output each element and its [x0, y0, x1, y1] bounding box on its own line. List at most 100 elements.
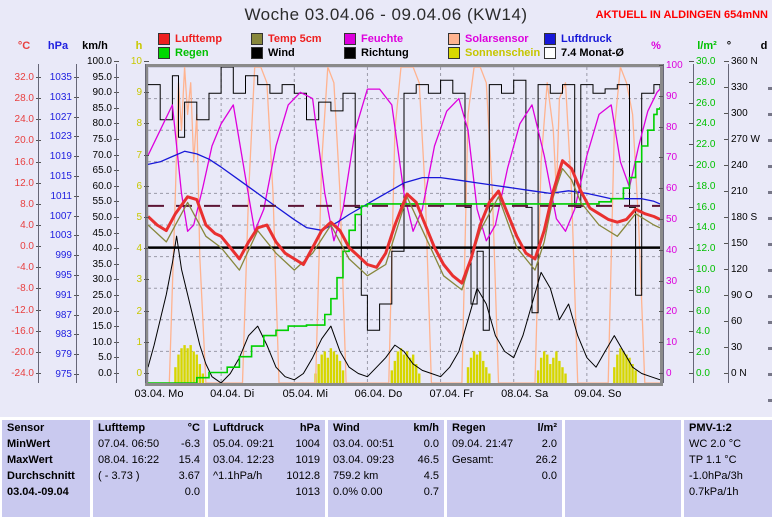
series-feuchte: [148, 88, 660, 242]
series-sonnenschein-bar: [475, 354, 479, 383]
series-sonnenschein-bar: [183, 345, 186, 383]
axis-tick-label: 979: [40, 350, 79, 360]
axis-tick-label: 3: [126, 275, 149, 285]
axis-tick-label: 30: [724, 343, 767, 353]
legend-item: Regen: [158, 47, 209, 59]
legend-label: Wind: [268, 47, 295, 59]
series-sonnenschein-bar: [408, 357, 412, 383]
axis-tick-label: 7: [126, 150, 149, 161]
series-sonnenschein-bar: [619, 348, 622, 383]
series-sonnenschein-bar: [174, 367, 177, 383]
table-cell: 759.2 km 4.5: [333, 468, 439, 484]
table-cell-value: 1004: [295, 438, 320, 450]
axis-tick-label: 28.0: [4, 94, 41, 104]
axis-tick-label: 60.0: [76, 181, 119, 192]
legend-label: Regen: [175, 47, 209, 59]
axis-tick-label: 0.0: [689, 368, 724, 379]
series-sonnenschein-bar: [405, 351, 409, 383]
series-sonnenschein-bar: [539, 357, 543, 383]
table-cell-value: -6.3: [181, 438, 200, 450]
table-cell-value: 4.5: [423, 470, 439, 482]
legend-label: Feuchte: [361, 33, 404, 45]
axis-tick-label: -8.0: [4, 284, 41, 294]
table-cell: ( - 3.73 ) 3.67: [98, 468, 200, 484]
axis-tick-label: 18.0: [689, 181, 724, 192]
axis-tick-label: -24.0: [4, 368, 41, 379]
table-cell-text: TP 1.1 °C: [689, 454, 737, 466]
axis-tick-label: 1003: [40, 231, 79, 241]
axis-tick-label: 999: [40, 251, 79, 261]
axis-rule: [693, 64, 694, 383]
axis-tick-label: 8.0: [689, 285, 724, 296]
x-axis-day-label: 07.04. Fr: [429, 388, 474, 400]
table-row-label: MaxWert: [7, 454, 53, 466]
axis-tick-label: 1035: [40, 73, 79, 83]
legend-item: Sonnenschein: [448, 47, 540, 59]
legend-item: Luftdruck: [544, 33, 612, 45]
table-cell: 0.0: [98, 484, 200, 500]
axis-tick-label: 0.0: [76, 368, 119, 379]
axis-tick-label: -12.0: [4, 305, 41, 316]
series-sonnenschein-bar: [332, 351, 336, 383]
axis-tick-label: 16.0: [689, 202, 724, 213]
table-cell: 03.04. 00:51 0.0: [333, 436, 439, 452]
series-solarsensor: [148, 67, 660, 383]
axis-unit-label: h: [135, 40, 143, 52]
table-cell: 08.04. 16:22 15.4: [98, 452, 200, 468]
series-sonnenschein-bar: [180, 348, 183, 383]
axis-tick-label: 80: [659, 122, 692, 133]
series-sonnenschein-bar: [326, 357, 330, 383]
table-header-unit: l/m²: [537, 422, 557, 434]
series-sonnenschein-bar: [402, 354, 406, 383]
axis-tick-label: 8: [126, 119, 149, 129]
axis-tick-label: 20: [659, 307, 692, 317]
series-sonnenschein-bar: [414, 364, 418, 383]
axis-tick-label: 2.0: [689, 348, 724, 358]
series-sonnenschein-bar: [320, 354, 323, 383]
axis-tick-label: 330: [724, 83, 767, 93]
table-cell: TP 1.1 °C: [689, 452, 771, 468]
axis-kmh: 100.0 95.0 90.0 85.0 80.0 75.0 70.0 65.0 60.0 55.…: [76, 57, 119, 379]
table-cell-text: ( - 3.73 ): [98, 470, 140, 482]
axis-tick-label: 65.0: [76, 166, 119, 176]
axis-: 360 N 330 300 270 W 240 210 180 S 150 120 90 O 60 3…: [724, 57, 767, 379]
axis-tick-label: 90: [659, 91, 692, 102]
series-sonnenschein-bar: [323, 351, 326, 383]
axis-tick-label: 995: [40, 270, 79, 281]
table-header-name: Regen: [452, 422, 486, 434]
legend-label: Luftdruck: [561, 33, 612, 45]
table-column-regen: Regen l/m² 09.04. 21:47 2.0 Gesamt: 26.2 0.0: [447, 420, 562, 517]
legend-swatch-regen: [158, 47, 170, 59]
axis-unit-label: km/h: [82, 40, 108, 52]
axis-hPa: 1035 1031 1027 1023 1019 1015 1011 1007 1003 999 9…: [40, 73, 79, 380]
axis-tick-label: 180 S: [724, 213, 767, 223]
axis-tick-label: 20.0: [4, 136, 41, 146]
axis-tick-label: 975: [40, 369, 79, 380]
table-cell: 0.0: [452, 468, 557, 484]
table-cell-value: 1012.8: [286, 470, 320, 482]
table-column-empty: [565, 420, 681, 517]
table-cell-text: WC 2.0 °C: [689, 438, 742, 450]
axis-tick-label: 26.0: [689, 98, 724, 109]
axis-tick-label: 20.0: [689, 160, 724, 171]
series-sonnenschein-bar: [329, 348, 333, 383]
series-sonnenschein-bar: [411, 354, 415, 383]
legend-swatch-luftdruck: [544, 33, 556, 45]
axis-tick-label: 150: [724, 239, 767, 249]
legend-label: Temp 5cm: [268, 33, 322, 45]
axis-tick-label: 24.0: [689, 119, 724, 129]
axis-tick-label: 100.0: [76, 57, 119, 67]
legend-label: Lufttemp: [175, 33, 223, 45]
axis-h: 10 9 8 7 6 5 4 3 2 1 0: [126, 57, 149, 379]
x-axis-day-label: 05.04. Mi: [282, 388, 328, 400]
series-sonnenschein-bar: [555, 351, 558, 383]
axis-tick-label: 24.0: [4, 115, 41, 125]
series-sonnenschein-bar: [341, 370, 345, 383]
table-cell-text: 03.04. 00:51: [333, 438, 395, 450]
series-sonnenschein-bar: [189, 345, 192, 383]
table-cell: WC 2.0 °C: [689, 436, 771, 452]
axis-tick-label: 28.0: [689, 77, 724, 88]
series-sonnenschein-bar: [198, 364, 202, 383]
table-cell-value: 0.7: [423, 486, 439, 498]
table-column-luftdruck: Luftdruck hPa 05.04. 09:21 1004 03.04. 12:23…: [208, 420, 325, 517]
